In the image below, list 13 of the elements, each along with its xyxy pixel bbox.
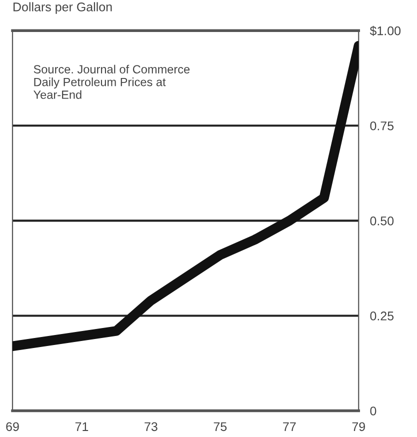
annotation: Source. Journal of Commerce Daily Petroleum Prices at Year-End bbox=[34, 64, 190, 99]
y-axis-title: Dollars per Gallon bbox=[14, 2, 112, 14]
x-tick-label: 77 bbox=[283, 422, 296, 431]
y-tick-label: 0 bbox=[370, 406, 376, 416]
x-tick-label: 79 bbox=[352, 422, 365, 432]
y-tick-label: 0.75 bbox=[370, 121, 394, 130]
x-tick-label: 69 bbox=[6, 422, 19, 432]
y-tick-label: 0.25 bbox=[370, 312, 394, 320]
x-tick-label: 71 bbox=[75, 422, 88, 431]
y-tick-label: $1.00 bbox=[370, 26, 401, 36]
y-tick-label: 0.50 bbox=[370, 216, 394, 226]
x-tick-label: 73 bbox=[144, 422, 158, 432]
x-tick-label: 75 bbox=[214, 422, 227, 432]
